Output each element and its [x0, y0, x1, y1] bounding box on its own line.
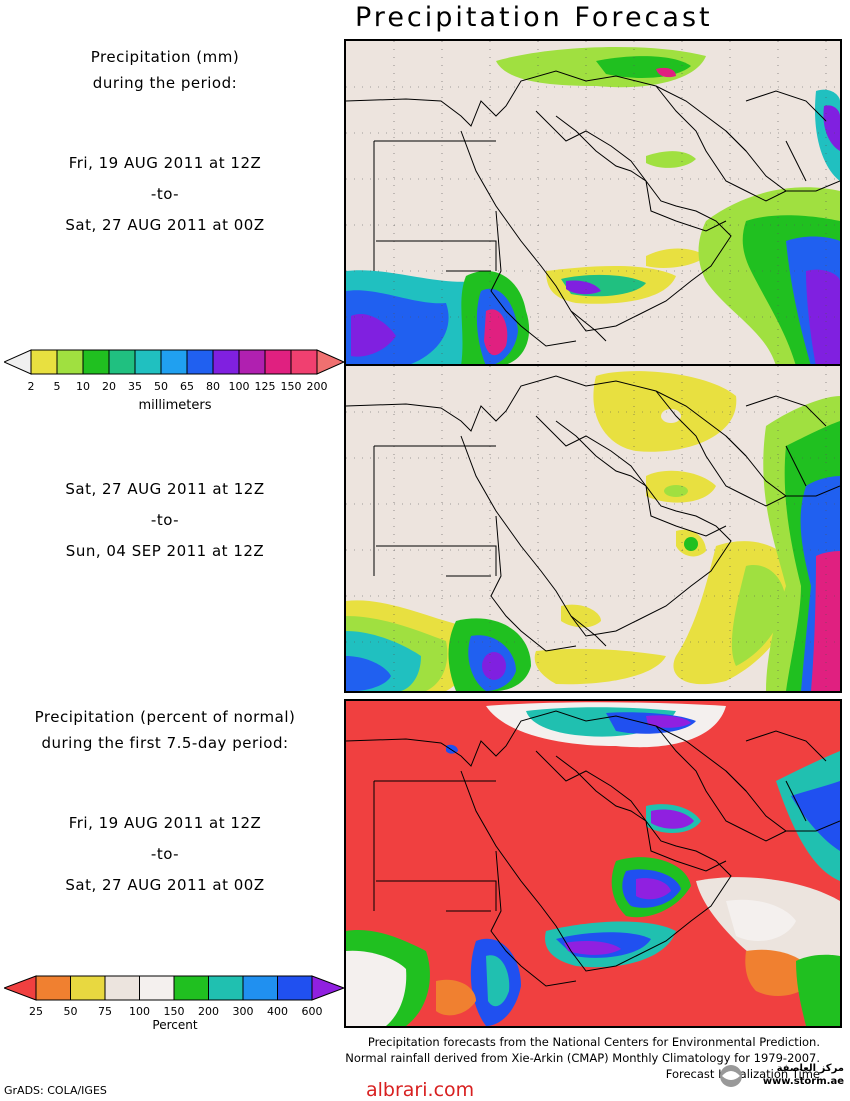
panel2-date-from: Sat, 27 AUG 2011 at 12Z [65, 480, 265, 498]
colorbar-tick-label: 150 [163, 1005, 185, 1018]
page-title: Precipitation Forecast [355, 2, 713, 33]
panel3-header: Precipitation (percent of normal) during… [0, 704, 330, 756]
colorbar-mm-low-arrow [4, 349, 32, 375]
colorbar-tick-label: 10 [76, 380, 90, 393]
map-panel-2 [344, 364, 842, 693]
colorbar-cell [134, 349, 162, 375]
colorbar-cell [290, 349, 318, 375]
panel1-to: -to- [150, 185, 180, 203]
colorbar-cell [277, 975, 313, 1001]
colorbar-mm-unit: millimeters [138, 398, 212, 413]
colorbar-tick-label: 100 [228, 380, 250, 393]
panel2-date-to: Sun, 04 SEP 2011 at 12Z [65, 542, 265, 560]
colorbar-cell [70, 975, 106, 1001]
storm-logo-url: www.storm.ae [762, 1076, 844, 1087]
colorbar-tick-label: 5 [53, 380, 61, 393]
panel3-dates: Fri, 19 AUG 2011 at 12Z -to- Sat, 27 AUG… [0, 808, 330, 901]
colorbar-tick-label: 600 [301, 1005, 323, 1018]
footer-line-1: Precipitation forecasts from the Nationa… [367, 1035, 820, 1049]
colorbar-cell [82, 349, 110, 375]
panel1-heading-1: Precipitation (mm) [90, 48, 240, 66]
colorbar-tick-label: 25 [29, 1005, 43, 1018]
panel1-heading-2: during the period: [92, 74, 238, 92]
colorbar-tick-label: 100 [129, 1005, 150, 1018]
panel2-to: -to- [150, 511, 180, 529]
grads-credit: GrADS: COLA/IGES [4, 1084, 107, 1097]
colorbar-cell [104, 975, 140, 1001]
precip-map-1 [346, 41, 840, 366]
colorbar-tick-label: 35 [128, 380, 142, 393]
colorbar-tick-label: 125 [254, 380, 276, 393]
colorbar-cell [56, 349, 84, 375]
storm-logo-arabic: مركز العاصفة [776, 1063, 844, 1074]
colorbar-cell [108, 349, 136, 375]
colorbar-cell [35, 975, 71, 1001]
colorbar-tick-label: 75 [98, 1005, 112, 1018]
colorbar-tick-label: 150 [280, 380, 302, 393]
colorbar-mm-high-arrow [316, 349, 346, 375]
site-watermark[interactable]: albrari.com [366, 1079, 475, 1101]
footer-text: Precipitation forecasts from the Nationa… [280, 1034, 820, 1082]
colorbar-cell [173, 975, 209, 1001]
panel2-dates: Sat, 27 AUG 2011 at 12Z -to- Sun, 04 SEP… [0, 474, 330, 567]
colorbar-tick-label: 80 [206, 380, 220, 393]
colorbar-pct-unit: Percent [152, 1018, 198, 1032]
panel3-heading-1: Precipitation (percent of normal) [34, 708, 296, 726]
colorbar-tick-label: 50 [154, 380, 168, 393]
panel1-date-from: Fri, 19 AUG 2011 at 12Z [68, 154, 262, 172]
colorbar-cell [238, 349, 266, 375]
map-panel-3 [344, 699, 842, 1028]
storm-logo-icon [716, 1062, 746, 1090]
colorbar-tick-label: 200 [306, 380, 328, 393]
panel3-heading-2: during the first 7.5-day period: [41, 734, 289, 752]
colorbar-mm [4, 349, 346, 375]
panel1-header: Precipitation (mm) during the period: [0, 44, 330, 96]
colorbar-percent [4, 975, 346, 1001]
precip-map-2 [346, 366, 840, 691]
colorbar-cell [264, 349, 292, 375]
colorbar-cell [160, 349, 188, 375]
storm-logo: مركز العاصفة www.storm.ae [744, 1062, 844, 1088]
panel3-date-from: Fri, 19 AUG 2011 at 12Z [68, 814, 262, 832]
colorbar-cell [30, 349, 58, 375]
colorbar-tick-label: 50 [63, 1005, 78, 1018]
colorbar-tick-label: 200 [198, 1005, 219, 1018]
colorbar-tick-label: 400 [267, 1005, 288, 1018]
colorbar-cell [186, 349, 214, 375]
colorbar-tick-label: 20 [102, 380, 116, 393]
panel1-dates: Fri, 19 AUG 2011 at 12Z -to- Sat, 27 AUG… [0, 148, 330, 241]
colorbar-tick-label: 2 [27, 380, 35, 393]
panel1-date-to: Sat, 27 AUG 2011 at 00Z [65, 216, 265, 234]
colorbar-cell [208, 975, 244, 1001]
panel3-date-to: Sat, 27 AUG 2011 at 00Z [65, 876, 265, 894]
colorbar-pct-high-arrow [311, 975, 346, 1001]
colorbar-cell [242, 975, 278, 1001]
colorbar-tick-label: 65 [180, 380, 194, 393]
footer-line-2: Normal rainfall derived from Xie-Arkin (… [345, 1051, 820, 1065]
colorbar-cell [139, 975, 175, 1001]
colorbar-cell [212, 349, 240, 375]
colorbar-tick-label: 300 [232, 1005, 254, 1018]
footer-line-3: Forecast Initialization Time [665, 1067, 820, 1081]
panel3-to: -to- [150, 845, 180, 863]
map-panel-1 [344, 39, 842, 368]
colorbar-pct-low-arrow [4, 975, 37, 1001]
precip-map-3 [346, 701, 840, 1026]
